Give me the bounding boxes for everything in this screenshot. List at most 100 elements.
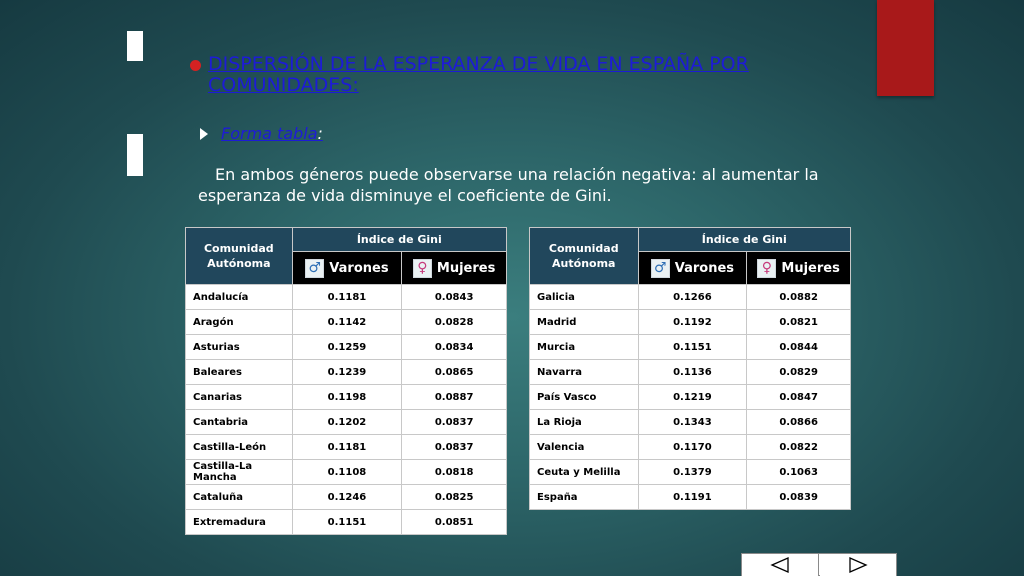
table-row: Castilla-León 0.1181 0.0837 xyxy=(185,434,507,460)
row-name: Navarra xyxy=(529,359,639,385)
row-name: Canarias xyxy=(185,384,293,410)
header-mujeres: ♀ Mujeres xyxy=(746,251,851,285)
table-row: Castilla-La Mancha 0.1108 0.0818 xyxy=(185,459,507,485)
table-row: Ceuta y Melilla 0.1379 0.1063 xyxy=(529,459,851,485)
subtitle: Forma tabla: xyxy=(200,124,323,143)
row-name: Murcia xyxy=(529,334,639,360)
bullet-icon xyxy=(190,60,201,71)
arrow-bullet-icon xyxy=(200,127,208,140)
header-varones-label: Varones xyxy=(674,260,735,276)
row-mujeres: 0.0866 xyxy=(746,409,851,435)
row-mujeres: 0.0843 xyxy=(401,284,507,310)
header-varones-label: Varones xyxy=(329,260,389,276)
female-symbol-icon: ♀ xyxy=(757,258,777,278)
header-comunidad: Comunidad Autónoma xyxy=(185,227,293,285)
triangle-right-icon xyxy=(849,557,868,573)
table-row: Navarra 0.1136 0.0829 xyxy=(529,359,851,385)
row-varones: 0.1379 xyxy=(637,459,748,485)
row-mujeres: 0.0887 xyxy=(401,384,507,410)
header-mujeres: ♀ Mujeres xyxy=(401,251,507,285)
subtitle-text: Forma tabla xyxy=(221,124,318,143)
row-varones: 0.1170 xyxy=(637,434,748,460)
body-paragraph-text: En ambos géneros puede observarse una re… xyxy=(198,165,819,205)
table-row: Aragón 0.1142 0.0828 xyxy=(185,309,507,335)
row-varones: 0.1246 xyxy=(291,484,403,510)
row-mujeres: 0.0818 xyxy=(401,459,507,485)
row-varones: 0.1198 xyxy=(291,384,403,410)
table-row: Madrid 0.1192 0.0821 xyxy=(529,309,851,335)
header-varones: ♂ Varones xyxy=(291,251,403,285)
slide-navigation xyxy=(741,553,897,576)
row-mujeres: 0.0834 xyxy=(401,334,507,360)
row-mujeres: 0.0839 xyxy=(746,484,851,510)
row-varones: 0.1151 xyxy=(291,509,403,535)
row-varones: 0.1266 xyxy=(637,284,748,310)
row-name: Baleares xyxy=(185,359,293,385)
header-indice-gini: Índice de Gini xyxy=(637,227,852,252)
row-mujeres: 0.1063 xyxy=(746,459,851,485)
row-name: Valencia xyxy=(529,434,639,460)
female-symbol-icon: ♀ xyxy=(412,258,432,278)
accent-tab xyxy=(877,0,934,96)
row-mujeres: 0.0837 xyxy=(401,434,507,460)
row-varones: 0.1191 xyxy=(637,484,748,510)
table-row: La Rioja 0.1343 0.0866 xyxy=(529,409,851,435)
row-varones: 0.1219 xyxy=(637,384,748,410)
header-mujeres-label: Mujeres xyxy=(436,260,496,276)
row-varones: 0.1108 xyxy=(291,459,403,485)
row-mujeres: 0.0822 xyxy=(746,434,851,460)
row-name: Castilla-León xyxy=(185,434,293,460)
row-name: La Rioja xyxy=(529,409,639,435)
row-mujeres: 0.0847 xyxy=(746,384,851,410)
male-symbol-icon: ♂ xyxy=(305,258,325,278)
row-varones: 0.1151 xyxy=(637,334,748,360)
next-slide-button[interactable] xyxy=(820,554,896,576)
header-varones: ♂ Varones xyxy=(637,251,748,285)
row-name: Castilla-La Mancha xyxy=(185,459,293,485)
table-row: Asturias 0.1259 0.0834 xyxy=(185,334,507,360)
row-varones: 0.1259 xyxy=(291,334,403,360)
row-name: Cataluña xyxy=(185,484,293,510)
row-name: Extremadura xyxy=(185,509,293,535)
table-row: Andalucía 0.1181 0.0843 xyxy=(185,284,507,310)
row-varones: 0.1239 xyxy=(291,359,403,385)
table-row: Galicia 0.1266 0.0882 xyxy=(529,284,851,310)
row-name: Madrid xyxy=(529,309,639,335)
row-mujeres: 0.0844 xyxy=(746,334,851,360)
header-indice-gini: Índice de Gini xyxy=(291,227,508,252)
row-mujeres: 0.0851 xyxy=(401,509,507,535)
row-varones: 0.1192 xyxy=(637,309,748,335)
previous-slide-button[interactable] xyxy=(742,554,819,576)
row-varones: 0.1142 xyxy=(291,309,403,335)
male-symbol-icon: ♂ xyxy=(650,258,670,278)
row-mujeres: 0.0882 xyxy=(746,284,851,310)
row-name: Ceuta y Melilla xyxy=(529,459,639,485)
slide-title: DISPERSIÓN DE LA ESPERANZA DE VIDA EN ES… xyxy=(190,54,830,96)
table-row: Cataluña 0.1246 0.0825 xyxy=(185,484,507,510)
decorative-bar-bottom xyxy=(127,134,143,176)
row-varones: 0.1136 xyxy=(637,359,748,385)
triangle-left-icon xyxy=(770,557,789,573)
gini-table-right: Comunidad Autónoma Índice de Gini ♂ Varon… xyxy=(529,227,852,510)
row-name: Andalucía xyxy=(185,284,293,310)
row-name: Asturias xyxy=(185,334,293,360)
table-row: País Vasco 0.1219 0.0847 xyxy=(529,384,851,410)
row-varones: 0.1343 xyxy=(637,409,748,435)
row-name: Aragón xyxy=(185,309,293,335)
table-row: Extremadura 0.1151 0.0851 xyxy=(185,509,507,535)
row-mujeres: 0.0837 xyxy=(401,409,507,435)
table-row: Valencia 0.1170 0.0822 xyxy=(529,434,851,460)
table-row: España 0.1191 0.0839 xyxy=(529,484,851,510)
header-mujeres-label: Mujeres xyxy=(781,260,840,276)
gini-table-left: Comunidad Autónoma Índice de Gini ♂ Varon… xyxy=(185,227,508,535)
row-mujeres: 0.0821 xyxy=(746,309,851,335)
row-name: Cantabria xyxy=(185,409,293,435)
row-mujeres: 0.0865 xyxy=(401,359,507,385)
row-varones: 0.1202 xyxy=(291,409,403,435)
table-row: Murcia 0.1151 0.0844 xyxy=(529,334,851,360)
body-paragraph: En ambos géneros puede observarse una re… xyxy=(198,164,858,206)
row-varones: 0.1181 xyxy=(291,284,403,310)
decorative-bar-top xyxy=(127,31,143,61)
table-row: Canarias 0.1198 0.0887 xyxy=(185,384,507,410)
slide-title-text: DISPERSIÓN DE LA ESPERANZA DE VIDA EN ES… xyxy=(208,53,749,96)
